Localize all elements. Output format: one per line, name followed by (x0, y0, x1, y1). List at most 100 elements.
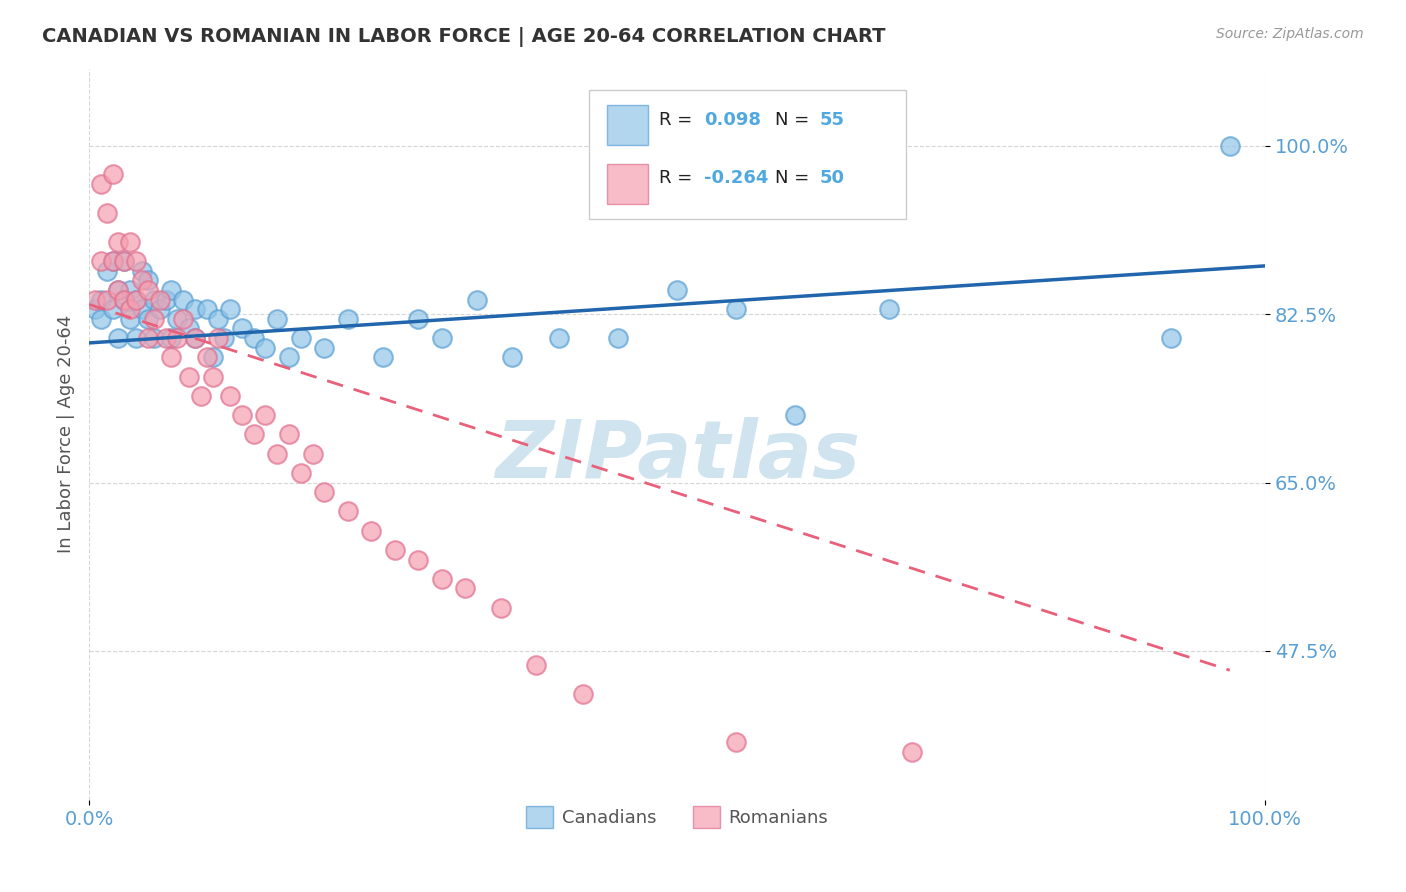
Point (219, 302, 242, 317)
Point (142, 293, 165, 307)
Point (90, 254, 112, 268)
Point (131, 273, 153, 287)
Point (96, 206, 118, 220)
Point (242, 331, 264, 345)
Point (101, 254, 124, 268)
Point (207, 311, 229, 326)
Point (112, 254, 135, 268)
Point (166, 311, 188, 326)
Point (783, 408, 806, 422)
Point (314, 485, 336, 500)
Point (136, 273, 159, 287)
Point (1160, 331, 1182, 345)
Point (254, 341, 277, 355)
Point (125, 293, 148, 307)
Point (524, 658, 547, 673)
Point (195, 351, 218, 365)
Point (125, 254, 148, 268)
Point (149, 302, 172, 317)
Point (1219, 138, 1241, 153)
Point (184, 331, 207, 345)
Text: CANADIAN VS ROMANIAN IN LABOR FORCE | AGE 20-64 CORRELATION CHART: CANADIAN VS ROMANIAN IN LABOR FORCE | AG… (42, 27, 886, 46)
Point (177, 321, 200, 335)
Point (160, 331, 183, 345)
Point (131, 302, 153, 317)
Point (101, 168, 124, 182)
Point (207, 331, 229, 345)
Point (125, 293, 148, 307)
Point (384, 542, 406, 557)
Point (290, 466, 312, 480)
Point (408, 552, 430, 566)
Point (172, 311, 194, 326)
Point (90, 311, 112, 326)
Text: R =: R = (659, 111, 699, 128)
Point (266, 447, 288, 461)
Point (136, 331, 159, 345)
Point (101, 254, 124, 268)
Point (242, 427, 264, 442)
Point (131, 263, 153, 277)
FancyBboxPatch shape (606, 163, 648, 204)
Point (430, 572, 453, 586)
Point (278, 351, 301, 365)
Point (101, 302, 124, 317)
Point (112, 293, 135, 307)
Point (201, 351, 224, 365)
Point (177, 369, 200, 384)
Point (465, 293, 488, 307)
Point (231, 408, 253, 422)
Point (724, 735, 747, 749)
Point (430, 331, 453, 345)
Text: N =: N = (775, 111, 814, 128)
Point (501, 351, 523, 365)
Point (254, 408, 277, 422)
Point (214, 331, 236, 345)
Point (112, 293, 135, 307)
Point (120, 302, 142, 317)
Point (454, 582, 477, 596)
Point (120, 235, 142, 249)
Point (90, 177, 112, 191)
FancyBboxPatch shape (589, 90, 907, 219)
Point (107, 283, 129, 297)
Legend: Canadians, Romanians: Canadians, Romanians (519, 798, 835, 835)
Point (107, 283, 129, 297)
Point (96, 293, 118, 307)
Point (219, 389, 242, 403)
Point (107, 331, 129, 345)
Point (90, 293, 112, 307)
Point (266, 311, 288, 326)
Point (314, 341, 336, 355)
Point (142, 311, 165, 326)
Point (96, 263, 118, 277)
Point (901, 745, 924, 759)
Point (572, 687, 595, 701)
Point (136, 311, 159, 326)
Point (548, 331, 571, 345)
Point (408, 311, 430, 326)
Text: Source: ZipAtlas.com: Source: ZipAtlas.com (1216, 27, 1364, 41)
Point (125, 331, 148, 345)
Point (607, 331, 630, 345)
Text: 50: 50 (820, 169, 845, 187)
Point (84, 302, 107, 317)
Text: 55: 55 (820, 111, 845, 128)
Point (84, 293, 107, 307)
Point (184, 302, 207, 317)
Point (489, 600, 512, 615)
Text: ZIPatlas: ZIPatlas (495, 417, 859, 495)
Point (155, 331, 177, 345)
Point (301, 447, 323, 461)
Point (172, 293, 194, 307)
Text: 0.098: 0.098 (704, 111, 761, 128)
Text: N =: N = (775, 169, 814, 187)
Point (724, 302, 747, 317)
Point (120, 283, 142, 297)
Point (290, 331, 312, 345)
Point (336, 311, 359, 326)
Point (107, 235, 129, 249)
Point (201, 369, 224, 384)
Point (231, 321, 253, 335)
Point (371, 351, 394, 365)
